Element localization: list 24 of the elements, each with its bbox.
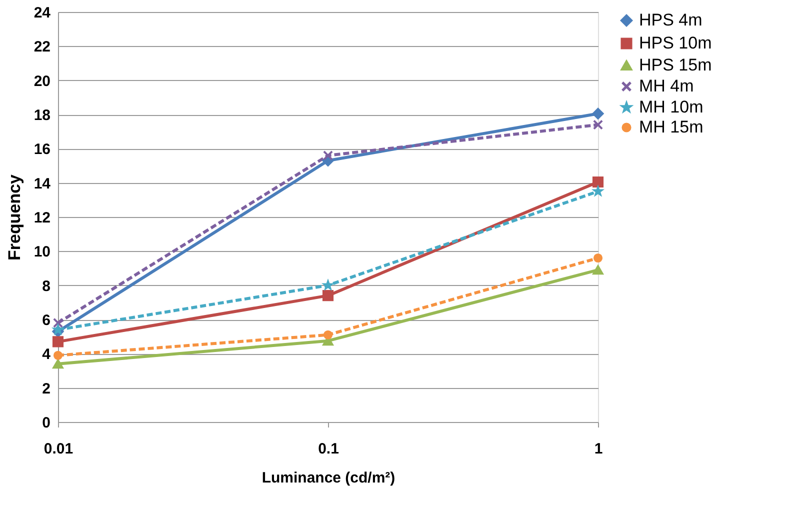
y-tick-label: 16 <box>34 141 50 158</box>
y-tick-label: 4 <box>42 346 52 364</box>
y-tick-label: 22 <box>34 38 50 56</box>
legend-label: HPS 10m <box>639 34 712 52</box>
y-tick-label: 0 <box>42 414 50 432</box>
x-tick-label: 0.1 <box>318 440 339 458</box>
x-tick-label: 0.01 <box>44 440 74 458</box>
y-tick-label: 12 <box>34 210 50 226</box>
legend-label: MH 15m <box>639 118 704 136</box>
y-tick-label: 14 <box>34 175 52 192</box>
y-tick-label: 10 <box>34 244 50 261</box>
y-tick-label: 2 <box>42 380 50 398</box>
legend-label: MH 10m <box>639 98 704 116</box>
legend-label: HPS 4m <box>639 10 702 30</box>
y-tick-label: 24 <box>34 4 52 22</box>
x-tick-label: 1 <box>594 440 603 458</box>
y-axis-title: Frequency <box>4 174 24 260</box>
legend-label: HPS 15m <box>639 56 712 74</box>
y-tick-label: 6 <box>42 312 50 329</box>
y-tick-label: 18 <box>34 107 50 124</box>
y-tick-label: 20 <box>34 72 50 90</box>
x-axis-title: Luminance (cd/m²) <box>262 470 396 486</box>
y-tick-label: 8 <box>42 278 50 295</box>
legend-label: MH 4m <box>639 76 694 96</box>
